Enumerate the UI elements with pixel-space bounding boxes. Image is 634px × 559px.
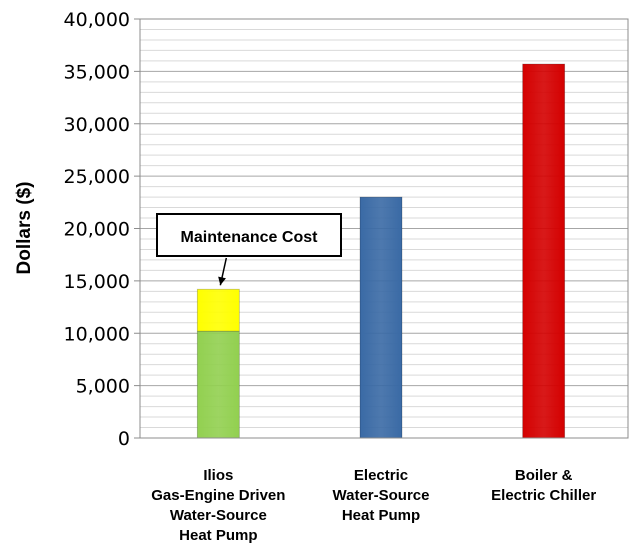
x-category-label: Electric Water-Source Heat Pump — [333, 467, 430, 524]
y-tick-label: 35,000 — [64, 61, 130, 83]
annotation-arrow-head — [218, 276, 226, 286]
y-tick-label: 5,000 — [76, 376, 130, 398]
bar-1-segment-1 — [196, 330, 240, 439]
bar-3-segment-1 — [522, 63, 566, 439]
y-axis-label: Dollars ($) — [14, 182, 35, 275]
bar-2-segment-1 — [359, 196, 403, 439]
annotation-box — [156, 213, 342, 257]
plot-frame — [139, 18, 629, 439]
x-axis-categories: Ilios Gas-Engine Driven Water-Source Heat P… — [151, 467, 596, 544]
x-category-label: Boiler & Electric Chiller — [491, 467, 596, 504]
bars — [196, 63, 566, 439]
y-tick-label: 10,000 — [64, 323, 130, 345]
bar-1-segment-2 — [196, 288, 240, 332]
annotation: Maintenance Cost — [156, 213, 342, 286]
y-axis-ticks: 0 5,000 10,000 15,000 20,000 25,000 30,000 35,0… — [64, 9, 140, 450]
x-category-label: Ilios Gas-Engine Driven Water-Source Heat P… — [151, 467, 285, 544]
y-tick-label: 15,000 — [64, 271, 130, 293]
y-tick-label: 30,000 — [64, 114, 130, 136]
y-tick-label: 0 — [118, 428, 130, 450]
y-tick-label: 20,000 — [64, 219, 130, 241]
y-tick-label: 40,000 — [64, 9, 130, 31]
annotation-text: Maintenance Cost — [181, 229, 319, 246]
y-tick-label: 25,000 — [64, 166, 130, 188]
